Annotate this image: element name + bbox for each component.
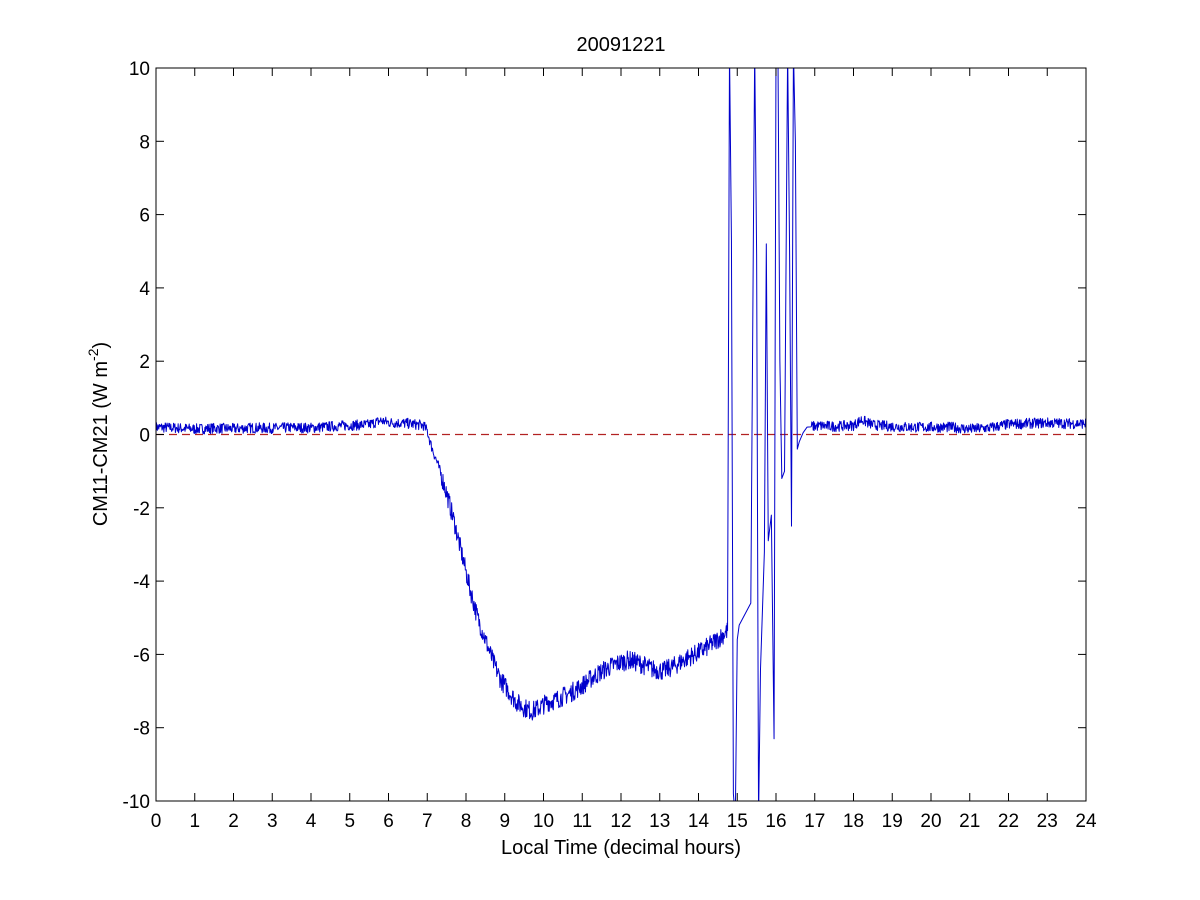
x-tick-label: 11	[572, 811, 592, 832]
x-tick-label: 7	[422, 811, 433, 832]
x-tick-label: 18	[843, 811, 864, 832]
y-axis-title-close: )	[90, 342, 112, 349]
y-tick-label: 0	[139, 426, 150, 447]
y-axis-title-main: CM11-CM21 (W m	[90, 361, 112, 526]
x-tick-label: 10	[533, 811, 554, 832]
y-tick-label: -2	[133, 499, 150, 520]
chart-title: 20091221	[577, 34, 666, 56]
x-tick-label: 14	[688, 811, 710, 832]
x-tick-label: 6	[383, 811, 394, 832]
y-tick-label: -8	[133, 719, 150, 740]
y-tick-label: 2	[139, 352, 150, 373]
y-tick-label: 8	[139, 132, 150, 153]
y-axis-title-exponent: -2	[85, 348, 101, 361]
y-tick-label: 4	[139, 279, 150, 300]
y-tick-label: 10	[129, 59, 150, 80]
y-tick-label: -10	[123, 792, 150, 813]
plot-area	[156, 68, 1086, 801]
x-tick-label: 22	[998, 811, 1019, 832]
y-tick-label: -4	[133, 572, 150, 593]
axes-frame	[155, 67, 1087, 802]
x-axis-title: Local Time (decimal hours)	[501, 837, 741, 859]
x-tick-label: 8	[461, 811, 472, 832]
x-tick-label: 2	[228, 811, 239, 832]
x-tick-label: 1	[189, 811, 200, 832]
x-tick-label: 5	[344, 811, 355, 832]
x-tick-label: 24	[1075, 811, 1097, 832]
x-tick-label: 20	[920, 811, 941, 832]
x-tick-label: 21	[959, 811, 980, 832]
x-tick-label: 17	[804, 811, 825, 832]
x-tick-label: 9	[499, 811, 510, 832]
y-tick-label: -6	[133, 645, 150, 666]
series-line-cm11-cm21	[156, 68, 1086, 801]
x-tick-label: 23	[1037, 811, 1058, 832]
x-tick-label: 13	[649, 811, 670, 832]
x-tick-label: 19	[882, 811, 903, 832]
y-tick-label: 6	[139, 206, 150, 227]
x-tick-label: 0	[151, 811, 162, 832]
x-tick-label: 4	[306, 811, 317, 832]
x-tick-label: 3	[267, 811, 278, 832]
x-tick-label: 15	[727, 811, 748, 832]
y-axis-title: CM11-CM21 (W m-2)	[85, 342, 112, 526]
x-tick-label: 12	[610, 811, 631, 832]
x-tick-label: 16	[765, 811, 786, 832]
